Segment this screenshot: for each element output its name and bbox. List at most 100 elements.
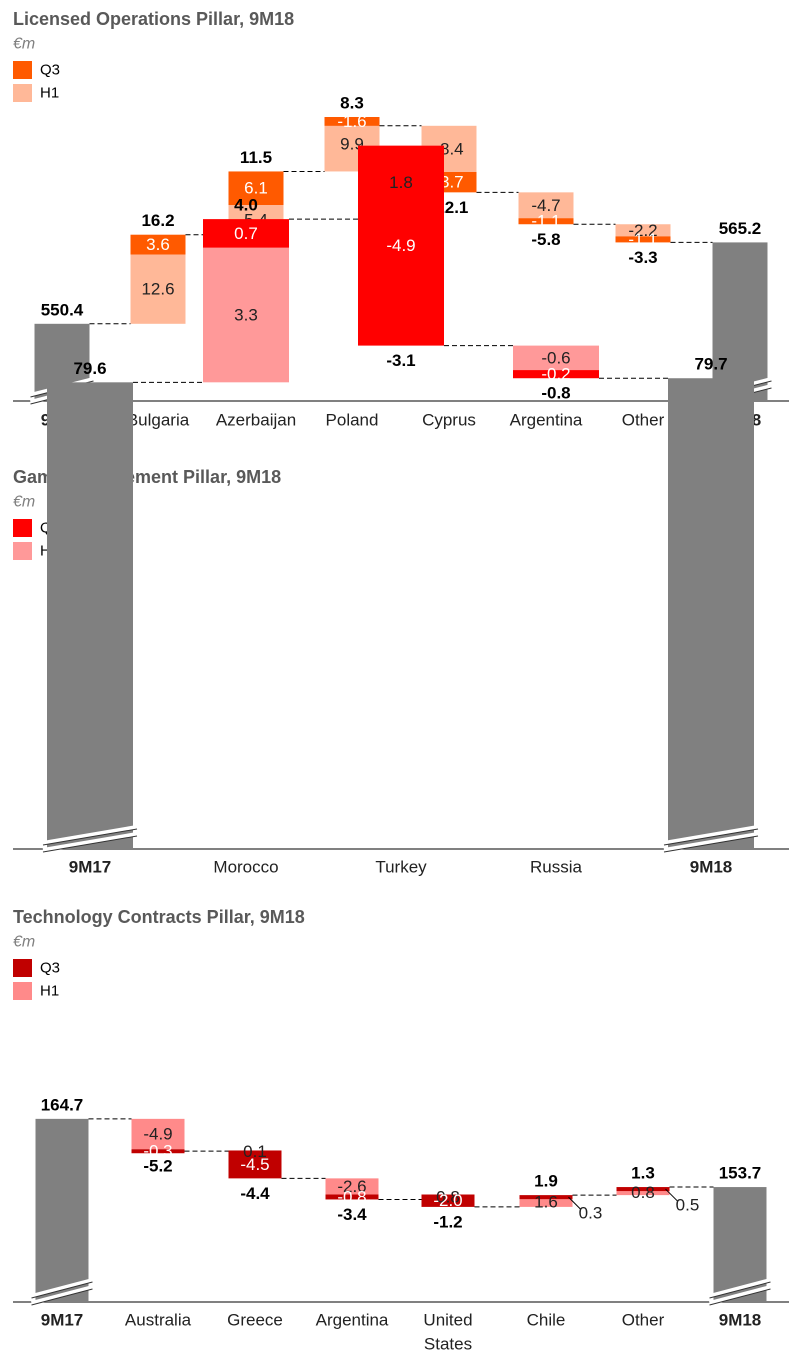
step-chile-h1-bar (519, 1196, 573, 1207)
step-chile-h1-value: 1.6 (534, 1192, 558, 1211)
start-total-value: 550.4 (41, 300, 84, 319)
category-label: Argentina (316, 1311, 389, 1330)
axis-break-gap (663, 832, 759, 852)
chart-2: Game Management Pillar, 9M18€mQ3H179.63.… (13, 145, 789, 877)
start-total-value: 79.6 (73, 359, 106, 378)
step-chile-q3-value: 0.3 (579, 1204, 603, 1223)
step-argentina-h1-bar (325, 1178, 379, 1195)
axis-break-mark (42, 828, 138, 846)
category-label: 9M18 (719, 1311, 762, 1330)
step-other-h1-value: 0.8 (631, 1183, 655, 1202)
step-bulgaria-h1-bar (130, 254, 186, 324)
step-azerbaijan-total-value: 11.5 (240, 148, 272, 167)
end-total-value: 79.7 (694, 355, 727, 374)
chart-title: Technology Contracts Pillar, 9M18 (13, 907, 305, 927)
step-australia-h1-value: -4.9 (143, 1125, 172, 1144)
step-argentina-q3-bar (325, 1194, 379, 1200)
step-turkey-total-value: -3.1 (386, 351, 415, 370)
unit-label: €m (13, 494, 35, 511)
axis-break-mark (663, 835, 759, 853)
chart-3: Technology Contracts Pillar, 9M18 €m Q3 H1 1… (13, 907, 789, 1354)
category-label: Bulgaria (127, 411, 190, 430)
category-label: Argentina (510, 411, 583, 430)
step-bulgaria-h1-value: 12.6 (141, 280, 174, 299)
step-united-states-q3-value: -2.0 (433, 1191, 462, 1210)
legend-label-h1: H1 (40, 85, 59, 102)
axis-break-mark (31, 1281, 93, 1299)
step-greece-h1-value: 0.1 (243, 1142, 267, 1161)
step-russia-h1-value: -0.6 (541, 348, 570, 367)
category-label: 9M17 (41, 1311, 84, 1330)
axis-break-mark (663, 828, 759, 846)
step-australia-h1-bar (131, 1118, 185, 1150)
chart-title: Licensed Operations Pillar, 9M18 (13, 9, 294, 29)
axis-break-gap (42, 825, 138, 845)
step-other-q3-bar (615, 236, 671, 243)
step-other-q3-bar (616, 1187, 670, 1192)
axis-break-gap (30, 1278, 94, 1298)
category-label: Chile (527, 1311, 566, 1330)
start-total-bar (35, 1118, 89, 1302)
category-label: Other (622, 1311, 665, 1330)
axis-break-gap (708, 1278, 772, 1298)
category-label: Azerbaijan (216, 411, 296, 430)
category-label: Morocco (213, 858, 278, 877)
axis-break-gap (663, 825, 759, 845)
step-bulgaria-total-value: 16.2 (141, 211, 174, 230)
category-label: Poland (326, 411, 379, 430)
end-total-value: 565.2 (719, 219, 762, 238)
category-label: Greece (227, 1311, 283, 1330)
step-turkey-q3-value: -4.9 (386, 236, 415, 255)
step-turkey-q3-bar (358, 145, 444, 346)
legend-label-q3: Q3 (40, 960, 60, 977)
category-label: Australia (125, 1311, 192, 1330)
step-bulgaria-q3-value: 3.6 (146, 235, 170, 254)
step-argentina-h1-value: -4.7 (531, 196, 560, 215)
step-morocco-q3-bar (203, 219, 289, 248)
step-other-total-value: -3.3 (628, 248, 657, 267)
end-total-bar (668, 378, 754, 849)
legend-label-h1: H1 (40, 983, 59, 1000)
step-morocco-total-value: 4.0 (234, 196, 258, 215)
step-argentina-h1-value: -2.6 (337, 1177, 366, 1196)
step-other-h1-value: -2.2 (628, 221, 657, 240)
step-poland-q3-value: -1.6 (337, 112, 366, 131)
step-australia-total-value: -5.2 (143, 1157, 172, 1176)
step-united-states-h1-value: 0.8 (436, 1187, 460, 1206)
step-russia-q3-value: -0.2 (541, 365, 570, 384)
step-other-h1-bar (615, 224, 671, 237)
legend-swatch-h1 (13, 982, 32, 1000)
axis-break-mark (709, 1281, 771, 1299)
step-other-q3-value: 0.5 (676, 1196, 700, 1215)
step-azerbaijan-q3-value: 6.1 (244, 179, 268, 198)
category-label: States (424, 1335, 472, 1354)
step-argentina-q3-bar (518, 218, 574, 225)
axis-break-gap (42, 832, 138, 852)
legend-swatch-h1 (13, 84, 32, 102)
step-morocco-h1-value: 3.3 (234, 306, 258, 325)
start-total-bar (47, 382, 133, 849)
step-azerbaijan-q3-bar (228, 171, 284, 205)
axis-break-gap (30, 1285, 94, 1305)
step-united-states-total-value: -1.2 (433, 1212, 462, 1231)
category-label: Cyprus (422, 411, 476, 430)
category-label: Russia (530, 858, 583, 877)
step-argentina-h1-bar (518, 192, 574, 219)
end-total-bar (712, 242, 768, 401)
step-poland-q3-bar (324, 117, 380, 126)
step-argentina-total-value: -3.4 (337, 1205, 367, 1224)
category-label: United (423, 1311, 472, 1330)
step-russia-q3-bar (513, 370, 599, 379)
step-poland-total-value: 8.3 (340, 94, 364, 113)
step-greece-q3-value: -4.5 (240, 1155, 269, 1174)
axis-break-gap (708, 1285, 772, 1305)
axis-break-mark (42, 835, 138, 853)
step-russia-total-value: -0.8 (541, 384, 570, 403)
unit-label: €m (13, 36, 35, 53)
category-label: 9M17 (69, 858, 112, 877)
step-chile-q3-bar (519, 1195, 573, 1200)
step-australia-q3-bar (131, 1149, 185, 1154)
step-turkey-h1-value: 1.8 (389, 173, 413, 192)
step-greece-q3-bar (228, 1150, 282, 1179)
